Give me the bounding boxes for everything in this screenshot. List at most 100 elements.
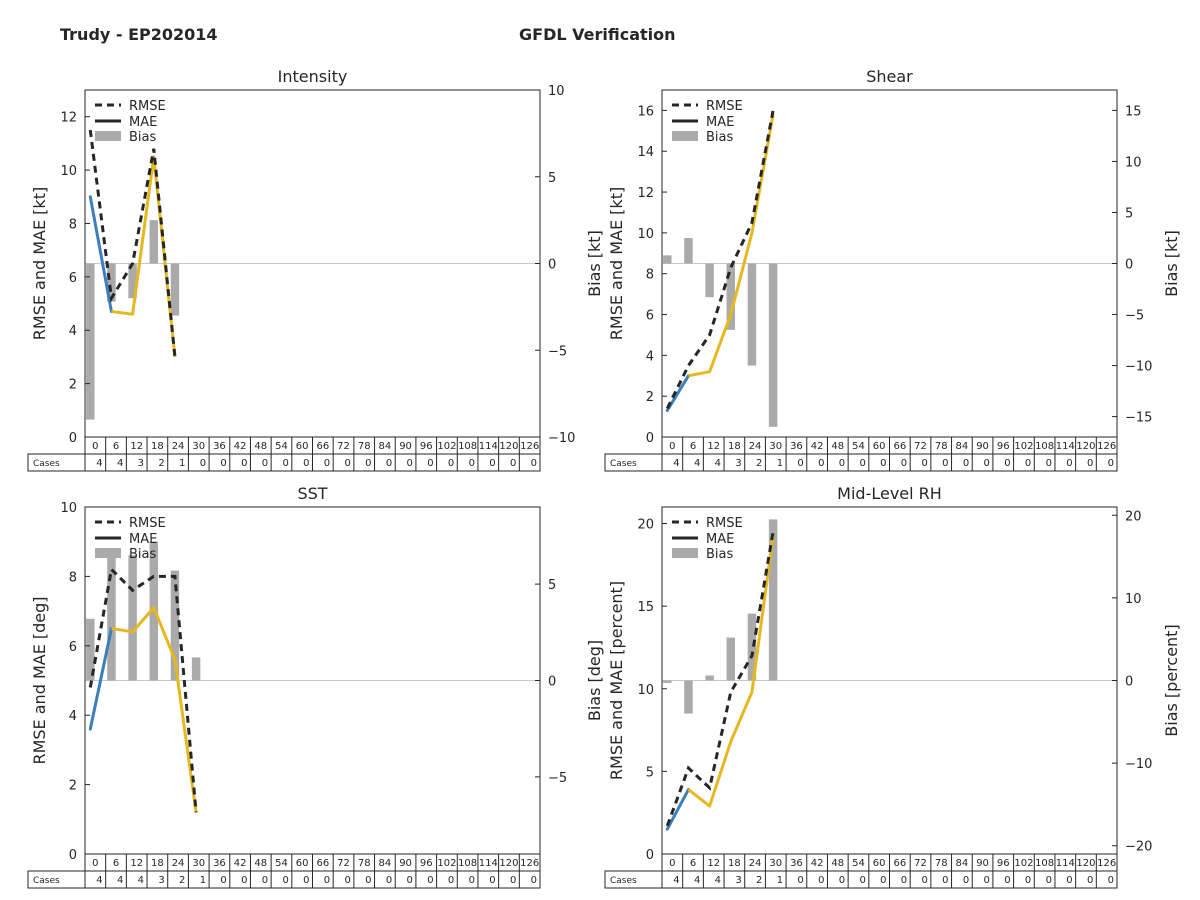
case-count: 4: [117, 458, 123, 469]
lead-time-label: 60: [296, 441, 309, 452]
legend-mae-label: MAE: [129, 115, 157, 130]
y-tick-label: 6: [69, 640, 77, 655]
cases-row-label: Cases: [610, 876, 637, 886]
y2-tick-label: 20: [1125, 509, 1142, 524]
lead-time-label: 48: [831, 441, 844, 452]
case-count: 0: [407, 458, 413, 469]
lead-time-label: 6: [690, 441, 696, 452]
case-count: 3: [735, 458, 741, 469]
cases-row: [27, 870, 541, 889]
case-count: 0: [200, 458, 206, 469]
cases-table: Cases04641231822413003604204805406006607…: [27, 436, 541, 472]
lead-time-label: 72: [337, 441, 350, 452]
lead-time-label: 66: [893, 858, 906, 869]
case-count: 0: [921, 458, 927, 469]
bias-bar: [107, 263, 116, 302]
lead-time-label: 54: [275, 858, 288, 869]
lead-time-label: 96: [997, 858, 1010, 869]
y-tick-label: 14: [637, 145, 654, 160]
case-count: 0: [365, 875, 371, 886]
mae-line-early: [665, 374, 690, 412]
y2-tick-label: 0: [548, 675, 556, 690]
legend-bias-swatch: [95, 548, 121, 558]
lead-time-label: 42: [234, 858, 247, 869]
lead-time-label: 78: [358, 858, 371, 869]
bias-bar: [128, 555, 137, 681]
case-count: 0: [1025, 458, 1031, 469]
lead-time-label: 102: [1014, 441, 1033, 452]
lead-time-label: 0: [669, 441, 675, 452]
case-count: 0: [427, 875, 433, 886]
y-tick-label: 15: [637, 600, 654, 615]
legend-bias-label: Bias: [706, 547, 733, 562]
y-tick-label: 10: [637, 227, 654, 242]
case-count: 1: [200, 875, 206, 886]
lead-time-label: 96: [420, 858, 433, 869]
case-count: 0: [1066, 875, 1072, 886]
case-count: 0: [241, 875, 247, 886]
y-tick-label: 2: [646, 390, 654, 405]
chart-title: Intensity: [278, 67, 348, 86]
case-count: 0: [797, 875, 803, 886]
y-tick-label: 8: [69, 570, 77, 585]
cases-row: [604, 870, 1118, 889]
case-count: 0: [282, 458, 288, 469]
lead-time-label: 54: [852, 441, 865, 452]
bias-bar: [128, 263, 137, 299]
case-count: 1: [777, 875, 783, 886]
lead-time-label: 0: [92, 441, 98, 452]
y-tick-label: 8: [69, 217, 77, 232]
y-tick-label: 6: [69, 271, 77, 286]
y2-tick-label: 5: [548, 171, 556, 186]
lead-time-label: 108: [1035, 858, 1054, 869]
lead-time-label: 36: [790, 858, 803, 869]
case-count: 0: [1087, 875, 1093, 886]
case-count: 0: [1004, 875, 1010, 886]
case-count: 0: [303, 458, 309, 469]
y-tick-label: 8: [646, 268, 654, 283]
case-count: 0: [510, 875, 516, 886]
case-count: 0: [818, 458, 824, 469]
y2-tick-label: −10: [548, 431, 575, 446]
lead-time-label: 90: [976, 441, 989, 452]
case-count: 2: [158, 458, 164, 469]
storm-title: Trudy - EP202014: [60, 25, 218, 44]
case-count: 3: [735, 875, 741, 886]
lead-time-label: 126: [520, 858, 539, 869]
lead-time-label: 78: [935, 858, 948, 869]
case-count: 0: [921, 875, 927, 886]
mae-line-early: [88, 626, 113, 731]
case-count: 0: [1066, 458, 1072, 469]
y2-tick-label: 0: [1125, 258, 1133, 273]
case-count: 0: [365, 458, 371, 469]
case-count: 4: [694, 875, 700, 886]
lead-time-label: 66: [316, 858, 329, 869]
case-count: 0: [448, 875, 454, 886]
lead-time-label: 12: [707, 441, 720, 452]
bias-bar: [86, 263, 95, 420]
y-tick-label: 10: [60, 164, 77, 179]
rmse-line: [665, 110, 775, 410]
lead-time-label: 78: [358, 441, 371, 452]
case-count: 0: [531, 458, 537, 469]
y2-tick-label: 10: [1125, 155, 1142, 170]
legend-mae-label: MAE: [129, 532, 157, 547]
case-count: 0: [880, 875, 886, 886]
y2-tick-label: 5: [1125, 206, 1133, 221]
lead-time-label: 18: [728, 441, 741, 452]
y-tick-label: 4: [69, 709, 77, 724]
y-tick-label: 12: [637, 186, 654, 201]
bias-bar: [663, 680, 672, 683]
case-count: 4: [694, 458, 700, 469]
lead-time-label: 102: [437, 858, 456, 869]
case-count: 4: [96, 458, 102, 469]
case-count: 0: [1108, 458, 1114, 469]
mae-line-early: [88, 195, 113, 314]
lead-time-label: 96: [420, 441, 433, 452]
lead-time-label: 126: [520, 441, 539, 452]
case-count: 0: [963, 458, 969, 469]
y-tick-label: 4: [69, 324, 77, 339]
bias-bar: [191, 657, 201, 681]
